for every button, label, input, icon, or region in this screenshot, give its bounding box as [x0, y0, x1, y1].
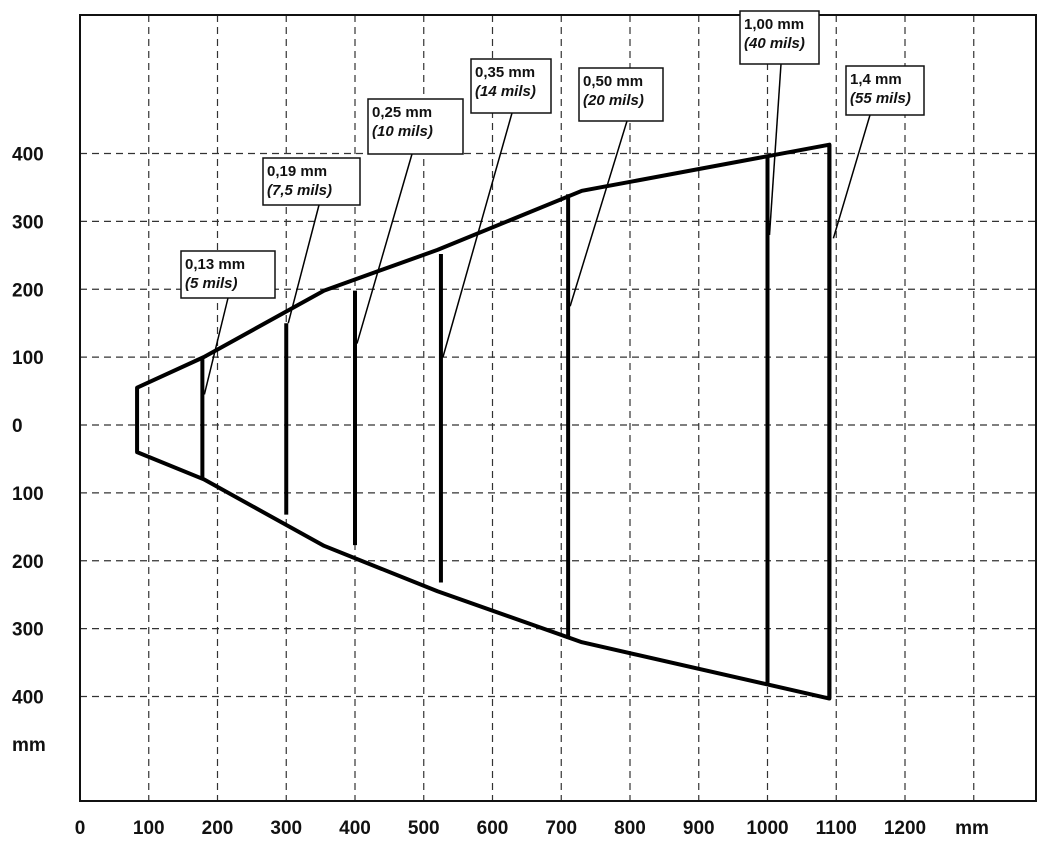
reading-envelope [135, 142, 832, 701]
label-box [470, 58, 552, 114]
label-mils-text: (20 mils) [583, 92, 644, 109]
x-axis-unit-label: mm [955, 818, 989, 839]
resolution-label-1: 0,13 mm (5 mils) [180, 250, 276, 299]
label-pointer-3 [356, 153, 413, 344]
y-tick-label: 200 [12, 280, 44, 301]
y-tick-label: 400 [12, 688, 44, 709]
label-mm-text: 0,35 mm [475, 64, 535, 81]
label-mm-text: 0,25 mm [372, 104, 432, 121]
resolution-label-5: 0,50 mm (20 mils) [578, 67, 664, 122]
label-pointer-2 [287, 204, 320, 324]
label-pointer-6 [768, 63, 782, 236]
y-tick-label: 200 [12, 552, 44, 573]
x-tick-label: 400 [339, 818, 371, 839]
x-tick-label: 100 [133, 818, 165, 839]
plot-frame [79, 14, 1037, 802]
x-tick-label: 700 [545, 818, 577, 839]
label-mm-text: 1,4 mm [850, 71, 902, 88]
resolution-label-3: 0,25 mm (10 mils) [367, 98, 464, 155]
resolution-labels: 0,13 mm (5 mils) 0,19 mm (7,5 mils) 0,25 mm (… [180, 10, 925, 299]
y-tick-label: 400 [12, 145, 44, 166]
x-tick-label: 800 [614, 818, 646, 839]
x-tick-label: 1100 [816, 818, 857, 839]
label-mils-text: (7,5 mils) [267, 182, 332, 199]
resolution-label-6: 1,00 mm (40 mils) [739, 10, 820, 65]
y-tick-label: 300 [12, 620, 44, 641]
grid [80, 15, 1036, 801]
label-box [262, 157, 361, 206]
axis-ticks: 0 100 200 300 400 500 600 700 800 900 1000 1100 1200… [12, 145, 989, 840]
label-box [367, 98, 464, 155]
resolution-label-7: 1,4 mm (55 mils) [845, 65, 925, 116]
label-mm-text: 0,19 mm [267, 163, 327, 180]
label-pointer-5 [569, 120, 628, 307]
x-tick-label: 900 [683, 818, 715, 839]
label-mils-text: (55 mils) [850, 90, 911, 107]
label-box [845, 65, 925, 116]
envelope-outline [135, 142, 832, 701]
y-tick-label: 300 [12, 212, 44, 233]
label-mils-text: (40 mils) [744, 35, 805, 52]
label-pointers [203, 63, 871, 395]
y-axis-unit-label: mm [12, 735, 46, 756]
label-box [739, 10, 820, 65]
label-mils-text: (14 mils) [475, 83, 536, 100]
x-tick-label: 500 [408, 818, 440, 839]
label-pointer-4 [442, 112, 513, 358]
x-tick-label: 300 [270, 818, 302, 839]
y-tick-label: 100 [12, 348, 44, 369]
label-box [180, 250, 276, 299]
label-pointer-1 [203, 297, 229, 395]
x-tick-label: 200 [202, 818, 234, 839]
y-tick-label: 100 [12, 484, 44, 505]
x-tick-label: 1200 [884, 818, 926, 839]
x-tick-label: 1000 [746, 818, 788, 839]
resolution-label-4: 0,35 mm (14 mils) [470, 58, 552, 114]
label-mm-text: 0,50 mm [583, 73, 643, 90]
y-tick-label: 0 [12, 416, 23, 437]
resolution-bars [200, 144, 832, 699]
resolution-label-2: 0,19 mm (7,5 mils) [262, 157, 361, 206]
label-mm-text: 0,13 mm [185, 256, 245, 273]
label-mils-text: (5 mils) [185, 275, 238, 292]
label-mm-text: 1,00 mm [744, 16, 804, 33]
label-pointer-7 [832, 114, 871, 239]
label-box [578, 67, 664, 122]
x-tick-label: 0 [75, 818, 86, 839]
x-tick-label: 600 [477, 818, 509, 839]
label-mils-text: (10 mils) [372, 123, 433, 140]
